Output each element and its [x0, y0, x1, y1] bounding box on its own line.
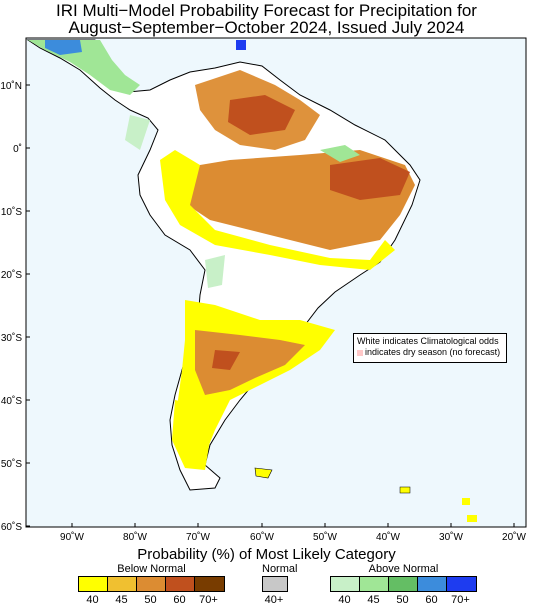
below-normal-swatch [137, 577, 166, 591]
below-normal-patagonia [172, 400, 210, 470]
normal-tick-labels: 40+ [262, 592, 288, 606]
above-normal-blue-cell [236, 40, 246, 50]
above-normal-tick: 70+ [451, 594, 470, 606]
below-normal-swatch [79, 577, 108, 591]
below-normal-tick-labels: 40 45 50 60 70+ [78, 592, 225, 606]
south-georgia [399, 486, 411, 494]
above-normal-cluster-blue [45, 40, 82, 55]
dry-season-swatch [357, 349, 363, 356]
above-normal-strip [125, 115, 150, 150]
falklands [254, 467, 273, 479]
legend-title: Probability (%) of Most Likely Category [137, 546, 396, 563]
lat-label-0: 0˚ [13, 143, 22, 155]
above-normal-swatch [418, 577, 447, 591]
lon-label-50w: 50˚W [313, 531, 337, 543]
above-normal-label: Above Normal [368, 563, 439, 575]
below-normal-swatch [166, 577, 195, 591]
above-normal-tick: 45 [367, 594, 380, 606]
below-normal-rim [160, 150, 395, 270]
lat-label-20s: 20˚S [1, 269, 22, 281]
normal-colorbar [262, 576, 288, 592]
above-normal-swatch [389, 577, 418, 591]
title-line-1: IRI Multi−Model Probability Forecast for… [56, 1, 477, 20]
above-normal-tick: 40 [338, 594, 351, 606]
normal-label: Normal [262, 563, 298, 575]
title-line-2: August−September−October 2024, Issued Ju… [68, 18, 465, 37]
above-normal-tick: 60 [425, 594, 438, 606]
scatter-cell-1 [462, 498, 470, 505]
below-normal-tick: 60 [173, 594, 186, 606]
lon-label-30w: 30˚W [439, 531, 463, 543]
above-normal-interior [205, 255, 225, 288]
below-normal-tick: 50 [144, 594, 157, 606]
below-normal-south-orange [195, 330, 305, 395]
lat-label-50s: 50˚S [1, 458, 22, 470]
below-normal-tick: 45 [115, 594, 128, 606]
lat-label-60s: 60˚S [1, 521, 22, 533]
lon-label-70w: 70˚W [186, 531, 210, 543]
lon-label-20w: 20˚W [502, 531, 526, 543]
below-normal-south-dark [212, 350, 240, 370]
above-normal-colorbar [330, 576, 477, 592]
lon-label-90w: 90˚W [60, 531, 84, 543]
lat-label-10s: 10˚S [1, 206, 22, 218]
dry-season-note: White indicates Climatological odds indi… [353, 333, 507, 363]
lat-label-10n: 10˚N [0, 80, 22, 92]
below-normal-swatch [108, 577, 137, 591]
above-normal-swatch [447, 577, 476, 591]
below-normal-east-dark [330, 158, 410, 200]
note-line-1: White indicates Climatological odds [357, 336, 499, 346]
lat-axis: 10˚N 0˚ 10˚S 20˚S 30˚S 40˚S 50˚S 60˚S [0, 80, 30, 533]
below-normal-swatch [195, 577, 224, 591]
lon-label-60w: 60˚W [250, 531, 274, 543]
above-normal-tick: 50 [396, 594, 409, 606]
lon-axis: 90˚W 80˚W 70˚W 60˚W 50˚W 40˚W 30˚W 20˚W [60, 523, 527, 543]
scatter-cell-2 [467, 515, 477, 522]
above-normal-central-america [28, 40, 140, 95]
normal-swatch [263, 577, 287, 591]
normal-tick: 40+ [264, 594, 284, 606]
note-line-2: indicates dry season (no forecast) [365, 347, 501, 357]
lon-label-40w: 40˚W [376, 531, 400, 543]
below-normal-tick: 40 [86, 594, 99, 606]
above-normal-swatch [331, 577, 360, 591]
above-normal-ne [320, 145, 360, 162]
below-normal-colorbar [78, 576, 225, 592]
lat-label-40s: 40˚S [1, 395, 22, 407]
above-normal-tick-labels: 40 45 50 60 70+ [330, 592, 477, 606]
below-normal-tick: 70+ [199, 594, 218, 606]
above-normal-swatch [360, 577, 389, 591]
forecast-map: 10˚N 0˚ 10˚S 20˚S 30˚S 40˚S 50˚S 60˚S 90… [0, 37, 527, 543]
lat-label-30s: 30˚S [1, 332, 22, 344]
below-normal-north-dark [228, 95, 295, 135]
below-normal-label: Below Normal [117, 563, 186, 575]
lon-label-80w: 80˚W [123, 531, 147, 543]
